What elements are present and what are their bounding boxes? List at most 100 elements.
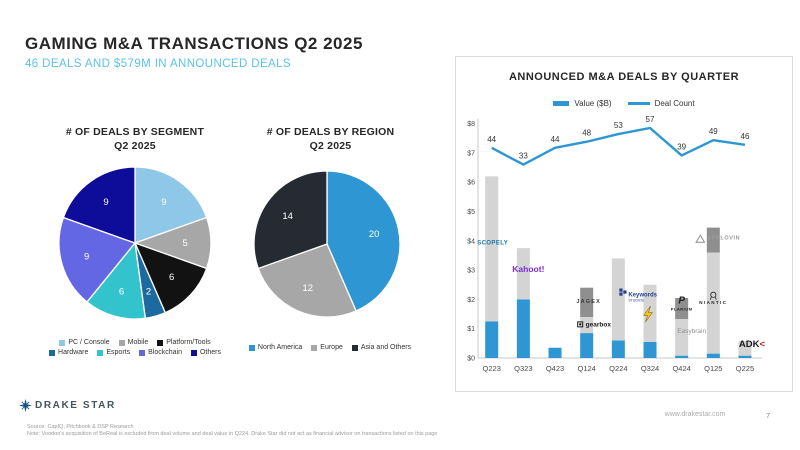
bar-Q223-gray [485,176,499,322]
bar-line-svg: $0 $1 $2 $3 $4 $5 $6 $7 $8 Q223 Q323 Q423 Q124 Q224 Q3… [467,115,766,373]
pie-value-label: 6 [119,286,124,297]
bar-Q424-dark [675,297,689,320]
legend-label: Asia and Others [360,344,412,351]
legend-label: Mobile [127,339,149,346]
deal-count-label-Q225: 46 [741,132,750,141]
x-label-Q125: Q125 [704,364,722,373]
legend-item-Esports: Esports [97,349,130,356]
quarterly-bar-chart: $0 $1 $2 $3 $4 $5 $6 $7 $8 Q223 Q323 Q423 Q124 Q224 Q3… [460,113,790,394]
segment-chart-title-line1: # OF DEALS BY SEGMENT [65,126,205,138]
legend-swatch [139,349,146,356]
svg-text:P: P [678,296,685,307]
segment-pie-chart: 9 5 6 2 6 9 9 [57,165,213,326]
pie-value-label: 9 [161,197,166,208]
pie-value-label: 5 [183,238,188,249]
deal-count-legend-swatch [627,102,650,105]
y-tick-$7: $7 [467,150,475,157]
pie-value-label: 14 [282,211,293,222]
easybrain-logo: Easybrain [677,328,706,335]
deal-count-label-Q323: 33 [519,152,528,161]
legend-label: Others [199,349,221,356]
gearbox-logo: gearbox [577,321,611,328]
applovin-logo-text: APPLOVIN [707,235,740,241]
deal-count-label-Q424: 39 [677,142,686,151]
legend-label: Europe [320,344,343,351]
pie-slice-Platform/Tools [133,241,208,314]
legend-label: Hardware [58,349,89,356]
legend-swatch [190,349,197,356]
legend-swatch [118,339,125,346]
quarterly-chart-title: ANNOUNCED M&A DEALS BY QUARTER [508,71,740,83]
bar-Q224-value [611,340,625,358]
drake-star-icon [19,399,32,412]
y-tick-$2: $2 [467,297,475,304]
quarterly-chart-panel: ANNOUNCED M&A DEALS BY QUARTER Value ($B… [455,56,793,392]
source-note: Source: CapIQ, Pitchbook & DSP Research [27,424,134,430]
deal-count-label-Q125: 49 [709,127,718,136]
drake-star-logo: DRAKE STAR [19,399,116,412]
segment-chart-title-line2: Q2 2025 [114,139,156,152]
x-label-Q324: Q324 [641,364,659,373]
page-subtitle: 46 DEALS AND $579M IN ANNOUNCED DEALS [25,58,291,70]
header: GAMING M&A TRANSACTIONS Q2 2025 46 DEALS… [25,34,363,70]
bar-Q323-gray [516,248,530,300]
y-tick-$0: $0 [467,356,475,363]
legend-label: Platform/Tools [166,339,211,346]
region-pie-chart: 20 12 14 [252,169,402,324]
legend-item-North America: North America [248,344,303,351]
bar-Q125-dark [706,227,720,253]
x-label-Q225: Q225 [736,364,754,373]
pie-value-label: 9 [103,197,108,208]
deal-count-label-Q223: 44 [487,135,496,144]
pie-slice-Others [62,166,136,244]
keywords-studios-logo-subtext: STUDIOS [628,298,644,302]
lightning-logo [643,305,653,323]
jagex-logo-text: JAGEX [576,299,601,305]
bar-Q424-gray [675,319,689,356]
legend-label: Esports [106,349,131,356]
deal-count-label-Q224: 53 [614,121,623,130]
pie-slice-Asia and Others [253,170,328,270]
y-tick-$4: $4 [467,238,475,245]
segment-pie-legend: PC / Console Mobile Platform/Tools Hardware… [26,339,244,359]
bar-Q324-value [643,341,657,358]
region-pie-legend: North America Europe Asia and Others [231,344,429,354]
legend-item-Mobile: Mobile [118,339,149,346]
deals-by-segment-svg: 9 5 6 2 6 9 9 [58,166,212,320]
y-tick-$6: $6 [467,180,475,187]
legend-label: North America [257,344,303,351]
bar-Q124-dark [580,287,594,317]
deal-count-label-Q423: 44 [551,135,560,144]
pie-slice-North America [326,170,401,312]
bar-Q224-gray [611,258,625,341]
legend-item-PC / Console: PC / Console [59,339,110,346]
drake-star-logo-text: DRAKE STAR [35,400,116,411]
legend-item-Platform/Tools: Platform/Tools [157,339,211,346]
legend-item-Asia and Others: Asia and Others [351,344,412,351]
bar-Q125-gray [706,252,720,354]
page-title: GAMING M&A TRANSACTIONS Q2 2025 [25,34,363,53]
legend-swatch [49,349,56,356]
legend-swatch [351,344,358,351]
keywords-studios-logo-text: Keywords [628,292,657,298]
region-chart-title: # OF DEALS BY REGION Q2 2025 [238,126,423,153]
website-text: www.drakestar.com [664,411,726,418]
bar-Q125-value [706,353,720,358]
legend-swatch [311,344,318,351]
bar-Q423-value [548,347,562,358]
pie-value-label: 9 [84,252,89,263]
pie-value-label: 20 [369,229,380,240]
bar-Q124-gray [580,316,594,334]
pie-slice-Esports [86,241,147,320]
segment-chart-title: # OF DEALS BY SEGMENT Q2 2025 [35,126,235,153]
value-legend-label: Value ($B) [574,99,612,108]
deals-by-region-svg: 20 12 14 [253,170,401,318]
adk-logo-text: ADK< [739,339,766,350]
pie-value-label: 12 [303,283,314,294]
x-label-Q423: Q423 [546,364,564,373]
deal-count-label-Q124: 48 [582,129,591,138]
niantic-logo: NIANTIC [699,291,726,305]
pie-slice-Blockchain [58,216,137,303]
